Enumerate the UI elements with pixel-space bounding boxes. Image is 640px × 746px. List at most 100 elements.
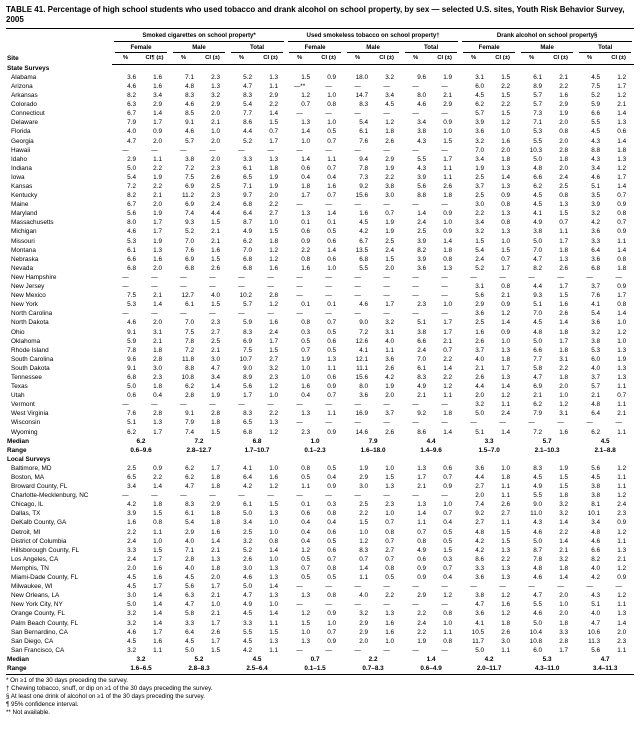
ci-cell: 2.1 — [617, 555, 627, 563]
percent-cell: 1.4 — [359, 564, 369, 572]
ci-cell: 1.8 — [559, 564, 569, 572]
percent-cell: 7.0 — [417, 355, 427, 363]
ci-header: CI (±) — [487, 52, 519, 65]
table-row: New York 5.3 1.4 6.1 1.5 5.7 1.2 0.1 0.1 4.6 1.7 2.… — [6, 301, 634, 310]
ci-cell: 1.6 — [385, 628, 395, 636]
ci-cell: 4.4 — [211, 210, 220, 218]
percent-cell: 9.3 — [533, 292, 543, 300]
percent-cell: 4.6 — [591, 173, 601, 181]
ci-cell: 2.0 — [617, 628, 627, 636]
ci-cell: — — [209, 310, 216, 318]
percent-cell: 9.0 — [359, 319, 369, 327]
summary-value-cell: 5.2 — [194, 655, 204, 663]
percent-cell: 4.8 — [533, 164, 543, 172]
ci-cell: 1.8 — [559, 246, 569, 254]
ci-cell: 1.6 — [269, 474, 279, 482]
ci-cell: 1.3 — [269, 574, 279, 582]
percent-cell: 5.1 — [417, 319, 427, 327]
percent-cell: 2.3 — [417, 301, 427, 309]
percent-cell: — — [412, 82, 419, 90]
ci-cell: 1.4 — [617, 183, 627, 191]
percent-cell: 0.9 — [417, 564, 427, 572]
percent-cell: 9.1 — [127, 328, 136, 336]
site-cell: Delaware — [11, 119, 38, 127]
percent-cell: 6.9 — [185, 201, 194, 209]
percent-cell: 1.2 — [301, 546, 311, 554]
sex-header-label: Female — [115, 43, 167, 53]
ci-cell: — — [325, 283, 332, 291]
ci-cell: — — [383, 292, 390, 300]
ci-cell: 1.9 — [153, 173, 162, 181]
ci-cell: 1.5 — [269, 119, 279, 127]
percent-cell: — — [122, 401, 129, 409]
percent-cell: 2.5 — [417, 228, 427, 236]
site-cell: Vermont — [11, 401, 35, 409]
ci-cell: 1.4 — [559, 574, 569, 582]
ci-cell: 1.9 — [385, 164, 395, 172]
percent-cell: 5.6 — [127, 210, 136, 218]
percent-cell: 5.3 — [127, 301, 136, 309]
site-cell: Miami-Dade County, FL — [11, 574, 79, 582]
site-cell: Range — [7, 446, 27, 454]
ci-cell: 4.5 — [385, 101, 395, 109]
percent-cell: 6.9 — [533, 383, 543, 391]
ci-cell: 1.8 — [211, 519, 220, 527]
sex-header: Total — [402, 42, 460, 53]
percent-cell: 7.0 — [185, 319, 194, 327]
summary-value-cell: 3.3 — [484, 437, 494, 445]
ci-cell: 1.5 — [559, 474, 569, 482]
percent-cell: 2.4 — [417, 219, 427, 227]
percent-cell: 5.7 — [475, 110, 485, 118]
percent-cell: 7.2 — [185, 346, 194, 354]
ci-cell: 3.2 — [559, 510, 569, 518]
ci-cell: — — [151, 310, 158, 318]
percent-cell: — — [354, 492, 361, 500]
ci-cell: 1.0 — [269, 219, 279, 227]
ci-cell: 2.3 — [269, 373, 279, 381]
table-row: New Hampshire — — — — — — — — — — — — — — — — — — — [6, 274, 634, 283]
ci-cell: 1.3 — [501, 346, 511, 354]
percent-cell: — — [180, 492, 187, 500]
ci-cell: 1.2 — [501, 310, 511, 318]
percent-cell: 6.1 — [185, 510, 194, 518]
ci-cell: 2.9 — [153, 101, 162, 109]
site-cell: Massachusetts — [11, 219, 54, 227]
ci-cell: — — [615, 273, 622, 281]
ci-cell: 1.1 — [617, 237, 627, 245]
percent-cell: 8.2 — [533, 264, 543, 272]
ci-cell: — — [383, 401, 390, 409]
percent-cell: 1.5 — [301, 619, 311, 627]
ci-cell: — — [441, 146, 448, 154]
summary-value-cell: 0.6–4.9 — [420, 664, 442, 672]
ci-cell: 3.3 — [559, 628, 569, 636]
percent-cell: 1.3 — [417, 464, 427, 472]
ci-cell: 2.7 — [211, 328, 220, 336]
percent-cell: 5.5 — [417, 155, 427, 163]
percent-cell: 0.5 — [301, 555, 311, 563]
ci-header: CI¶ (±) — [139, 52, 170, 65]
ci-cell: 1.3 — [501, 373, 511, 381]
ci-cell: 3.1 — [559, 410, 569, 418]
ci-cell: 2.6 — [385, 137, 395, 145]
percent-cell: — — [238, 401, 245, 409]
percent-cell: 4.7 — [475, 601, 485, 609]
table-row: Montana 6.1 1.3 7.6 1.6 7.0 1.2 2.2 1.4 13.5 2.4 8.… — [6, 246, 634, 255]
percent-cell: 6.7 — [359, 237, 369, 245]
site-cell: Boston, MA — [11, 474, 45, 482]
ci-cell: 1.3 — [385, 483, 395, 491]
site-cell: Wisconsin — [11, 419, 41, 427]
summary-value-cell: 1.6–6.5 — [130, 664, 152, 672]
percent-cell: 1.9 — [301, 355, 311, 363]
percent-cell: 1.1 — [417, 519, 427, 527]
ci-cell: 0.6 — [617, 128, 627, 136]
ci-cell: 3.1 — [153, 328, 162, 336]
ci-cell: 2.2 — [385, 592, 395, 600]
ci-cell: 1.3 — [269, 510, 279, 518]
ci-cell: 2.1 — [559, 546, 569, 554]
site-cell: North Dakota — [11, 319, 49, 327]
summary-value-cell: 3.4–11.3 — [592, 664, 618, 672]
ci-cell: 0.7 — [327, 392, 337, 400]
site-cell: DeKalb County, GA — [11, 519, 67, 527]
ci-cell: 2.0 — [211, 574, 220, 582]
